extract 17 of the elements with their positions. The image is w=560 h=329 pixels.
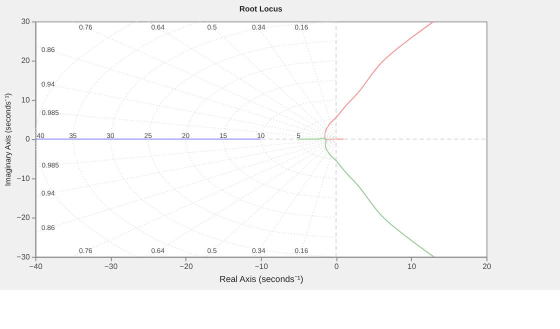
x-axis-title: Real Axis (seconds⁻¹) [219,274,304,284]
x-tick-label: −10 [254,262,269,272]
y-tick-label: −20 [16,213,31,222]
x-tick-label: 10 [407,262,417,272]
y-tick-label: 30 [21,16,31,26]
y-axis-title: Imaginary Axis (seconds⁻¹) [4,92,13,186]
y-tick-label: 0 [26,134,31,144]
x-tick-label: 0 [334,262,340,272]
y-tick-label: 20 [21,56,31,66]
y-tick-label: −30 [16,252,31,262]
x-tick-label: −20 [180,262,194,272]
chart-title: Root Locus [239,4,284,14]
x-tick-label: −30 [104,262,118,272]
x-tick-label: 20 [482,262,492,272]
y-tick-label: 10 [21,95,31,104]
y-tick-label: −10 [16,174,31,183]
x-tick-label: −40 [29,262,44,272]
